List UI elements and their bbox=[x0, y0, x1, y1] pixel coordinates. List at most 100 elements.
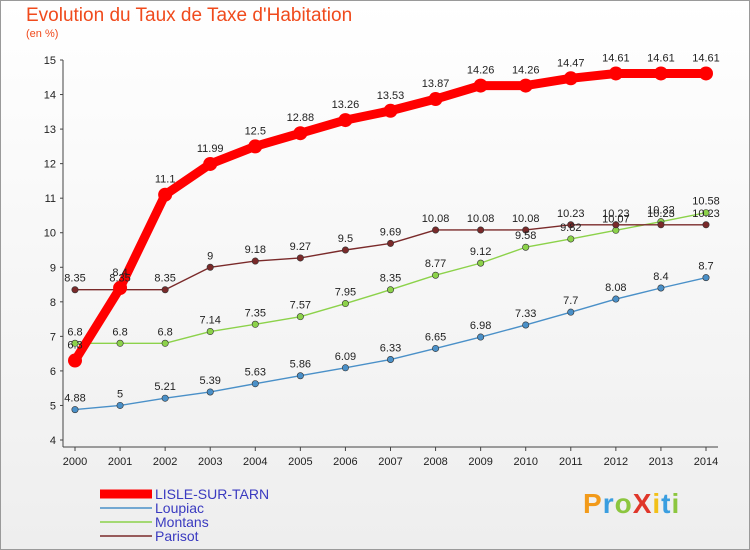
data-point bbox=[341, 246, 349, 254]
data-label: 9.27 bbox=[290, 241, 311, 253]
x-tick-label: 2000 bbox=[63, 456, 87, 468]
x-tick-label: 2002 bbox=[153, 456, 177, 468]
data-point bbox=[338, 113, 353, 128]
series-loupiac bbox=[71, 274, 710, 414]
data-label: 8.08 bbox=[605, 282, 626, 294]
data-label: 10.08 bbox=[422, 213, 450, 225]
data-point bbox=[206, 263, 214, 271]
y-tick-label: 9 bbox=[50, 262, 56, 274]
series-lisle-sur-tarn bbox=[68, 66, 713, 368]
y-tick-label: 5 bbox=[50, 400, 56, 412]
x-tick-label: 2009 bbox=[468, 456, 492, 468]
data-point bbox=[71, 286, 79, 294]
data-label: 9.5 bbox=[338, 233, 353, 245]
data-point bbox=[612, 221, 620, 229]
y-tick-label: 8 bbox=[50, 297, 56, 309]
data-label: 11.1 bbox=[155, 174, 176, 186]
data-point bbox=[567, 235, 575, 243]
legend-label: Loupiac bbox=[155, 500, 204, 516]
data-label: 14.61 bbox=[647, 52, 675, 64]
data-point bbox=[567, 221, 575, 229]
data-point bbox=[113, 281, 128, 295]
data-point bbox=[206, 328, 214, 336]
data-label: 6.65 bbox=[425, 331, 446, 343]
data-label: 10.23 bbox=[602, 208, 630, 220]
data-label: 8.7 bbox=[698, 261, 713, 273]
data-label: 8.4 bbox=[653, 271, 668, 283]
data-label: 4.88 bbox=[64, 393, 85, 405]
data-point bbox=[383, 103, 398, 118]
x-tick-label: 2001 bbox=[108, 456, 132, 468]
x-tick-label: 2003 bbox=[198, 456, 222, 468]
y-tick-label: 11 bbox=[45, 193, 56, 205]
legend-label: Parisot bbox=[155, 528, 199, 544]
y-tick-label: 7 bbox=[50, 331, 56, 343]
data-label: 7.14 bbox=[200, 315, 221, 327]
x-tick-label: 2005 bbox=[288, 456, 312, 468]
y-tick-label: 4 bbox=[50, 435, 56, 447]
data-label: 13.26 bbox=[332, 99, 360, 111]
x-tick-label: 2012 bbox=[604, 456, 628, 468]
data-label: 10.23 bbox=[557, 208, 585, 220]
data-point bbox=[428, 92, 443, 107]
x-tick-label: 2008 bbox=[423, 456, 447, 468]
data-point bbox=[477, 259, 485, 267]
data-point bbox=[699, 66, 713, 81]
data-point bbox=[71, 339, 79, 347]
data-point bbox=[702, 209, 710, 217]
data-point bbox=[296, 372, 304, 380]
data-point bbox=[248, 139, 263, 154]
data-label: 14.61 bbox=[692, 52, 720, 64]
data-label: 7.35 bbox=[245, 307, 266, 319]
x-tick-label: 2014 bbox=[694, 456, 718, 468]
data-point bbox=[68, 353, 82, 368]
data-point bbox=[341, 364, 349, 372]
data-point bbox=[522, 243, 530, 251]
data-label: 13.87 bbox=[422, 78, 450, 90]
data-point bbox=[608, 66, 623, 81]
y-tick-label: 12 bbox=[44, 159, 56, 171]
data-point bbox=[432, 344, 440, 352]
data-point bbox=[341, 300, 349, 308]
legend-label: Montans bbox=[155, 514, 209, 530]
x-tick-label: 2007 bbox=[378, 456, 402, 468]
data-point bbox=[653, 66, 668, 81]
data-label: 5.86 bbox=[290, 359, 311, 371]
chart-title: Evolution du Taux de Taxe d'Habitation bbox=[26, 5, 353, 26]
data-label: 9.82 bbox=[560, 222, 581, 234]
data-label: 5 bbox=[117, 388, 123, 400]
data-label: 10.08 bbox=[467, 213, 495, 225]
data-label: 14.26 bbox=[467, 65, 495, 77]
series-layer bbox=[68, 66, 713, 414]
data-label-layer: 6.3 8.4 11.1 11.99 12.5 12.88 13.26 13.53 13.87 1… bbox=[64, 52, 719, 404]
data-label: 5.63 bbox=[245, 367, 266, 379]
x-tick-label: 2006 bbox=[333, 456, 357, 468]
data-label: 5.21 bbox=[154, 381, 175, 393]
data-point bbox=[612, 295, 620, 303]
data-label: 10.07 bbox=[602, 213, 630, 225]
data-point bbox=[657, 284, 665, 292]
data-label: 8.35 bbox=[109, 273, 130, 285]
data-label: 14.26 bbox=[512, 65, 540, 77]
data-label: 9.58 bbox=[515, 230, 536, 242]
data-point bbox=[206, 388, 214, 396]
y-tick-label: 15 bbox=[44, 55, 56, 67]
data-label: 10.58 bbox=[692, 196, 720, 208]
data-label: 12.88 bbox=[287, 112, 315, 124]
data-point bbox=[71, 406, 79, 414]
data-point bbox=[702, 274, 710, 282]
data-point bbox=[567, 308, 575, 316]
data-label: 6.8 bbox=[67, 326, 82, 338]
data-point bbox=[657, 221, 665, 229]
data-label: 6.8 bbox=[157, 326, 172, 338]
data-point bbox=[251, 320, 259, 328]
data-label: 14.47 bbox=[557, 57, 585, 69]
data-point bbox=[432, 226, 440, 234]
data-point bbox=[386, 356, 394, 364]
data-point bbox=[522, 321, 530, 329]
data-label: 9 bbox=[207, 250, 213, 262]
data-point bbox=[386, 286, 394, 294]
legend-label: LISLE-SUR-TARN bbox=[155, 486, 269, 502]
data-label: 6.98 bbox=[470, 320, 491, 332]
x-tick-label: 2010 bbox=[513, 456, 537, 468]
